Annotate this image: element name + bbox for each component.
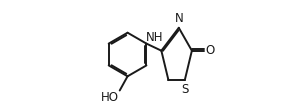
Text: NH: NH bbox=[146, 31, 164, 44]
Text: HO: HO bbox=[101, 91, 119, 104]
Text: N: N bbox=[175, 12, 184, 25]
Text: O: O bbox=[205, 44, 214, 57]
Text: S: S bbox=[181, 83, 188, 96]
